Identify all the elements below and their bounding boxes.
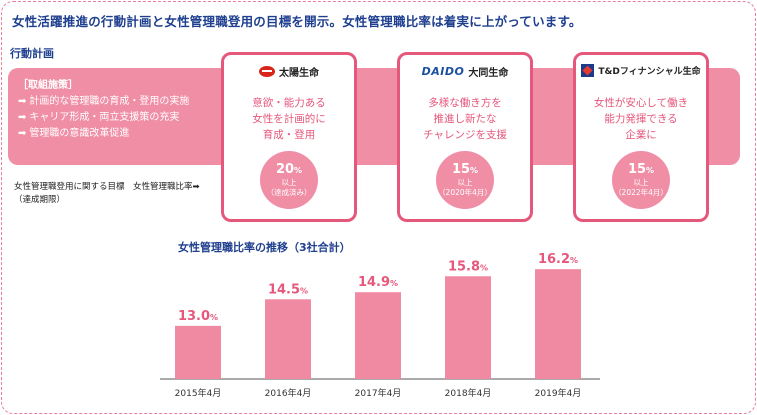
bar-2 (355, 292, 401, 379)
bar-1 (265, 299, 311, 379)
category-label-1: 2016年4月 (265, 387, 312, 399)
category-label-2: 2017年4月 (355, 387, 402, 399)
bar-4 (535, 269, 581, 379)
data-label-1: 14.5% (268, 282, 308, 297)
data-label-3: 15.8% (448, 259, 488, 274)
bar-3 (445, 276, 491, 379)
category-label-4: 2019年4月 (535, 387, 582, 399)
category-label-0: 2015年4月 (175, 387, 222, 399)
category-label-3: 2018年4月 (445, 387, 492, 399)
bar-0 (175, 326, 221, 379)
data-label-4: 16.2% (538, 252, 578, 267)
data-label-0: 13.0% (178, 309, 218, 324)
data-label-2: 14.9% (358, 275, 398, 290)
bar-chart: 13.0% 2015年4月 14.5% 2016年4月 14.9% 2017年4月 15.8… (0, 0, 757, 415)
